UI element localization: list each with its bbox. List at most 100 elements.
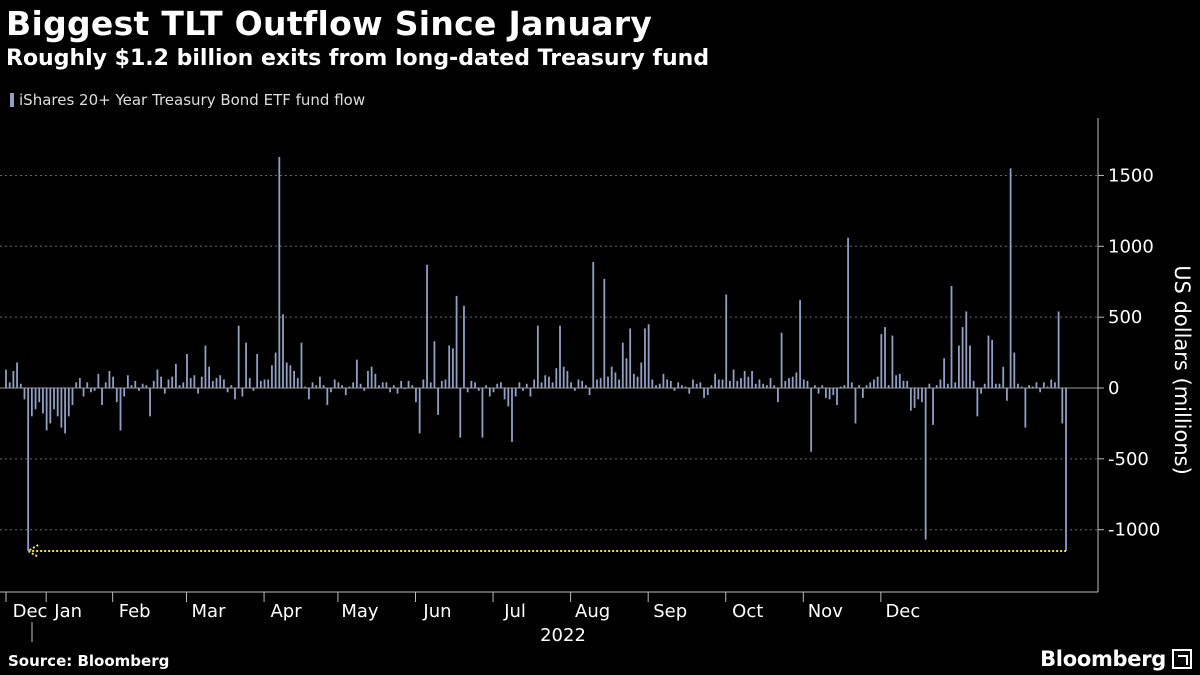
bar [666,379,669,388]
bar [839,386,842,388]
bar [806,380,809,388]
bar [991,339,994,388]
bar [75,382,78,388]
chart-title: Biggest TLT Outflow Since January [6,4,653,43]
bar [625,358,628,388]
bar [145,385,148,388]
bar [237,325,240,388]
bar [983,383,986,388]
bar [603,278,606,388]
bar [802,379,805,388]
bar [1028,385,1030,388]
bar [747,376,750,388]
bar [496,383,499,388]
bar [511,388,513,442]
bar [200,376,203,388]
bar [104,382,107,388]
bar [186,353,188,388]
bar [459,388,462,438]
bar [736,380,739,388]
bar [204,345,207,388]
bar [359,383,362,388]
x-tick-label: Aug [575,601,610,622]
bar [230,385,233,388]
bar [762,383,765,388]
bar [817,388,820,394]
bar [141,383,144,388]
bar [836,388,838,406]
bar [858,385,861,388]
bar [658,383,661,388]
bar [854,388,857,424]
bar [548,376,550,388]
bar [19,383,22,388]
bar [740,378,742,388]
brand-logo: Bloomberg [1040,647,1166,671]
bar [1035,382,1038,388]
bar [699,382,702,388]
legend: iShares 20+ Year Treasury Bond ETF fund … [10,91,365,109]
bar [448,345,451,388]
bar [455,295,458,388]
bar [1002,366,1005,388]
bar [954,382,957,388]
bar [651,379,654,388]
bar [285,362,288,388]
x-tick-label: Mar [192,601,227,622]
bar [78,378,81,388]
bar [655,385,657,388]
bar [777,388,779,403]
bar [492,388,495,393]
bar [30,388,33,417]
bar [614,372,617,388]
bar [891,335,894,388]
bar [385,382,388,388]
bar [957,345,960,388]
bar [355,359,358,388]
bar [433,341,436,388]
bar [695,383,698,388]
bar [123,388,126,397]
bar [45,388,48,431]
bar [1006,388,1008,401]
bar [1057,311,1060,388]
bar [437,388,440,415]
bar [913,388,916,408]
bar [577,379,580,388]
bar [466,388,469,393]
x-tick-label: Jun [422,601,451,622]
y-axis-title: US dollars (millions) [1170,265,1194,475]
bar [898,373,901,388]
bar [884,327,886,388]
bar [721,379,724,388]
y-tick-label: 500 [1108,307,1142,328]
bar [256,353,259,388]
bar [138,388,140,391]
bar [426,264,428,388]
bar [38,388,41,403]
bar [902,380,905,388]
bar [861,388,864,398]
bar [27,388,30,551]
bar [688,388,691,394]
source-note: Source: Bloomberg [8,652,170,670]
bar [189,378,192,388]
bar [976,388,979,417]
bar [909,388,912,411]
bar [773,385,776,388]
bar [326,388,329,406]
bar [130,385,133,388]
bar [174,363,177,388]
bar [924,388,927,540]
bar [152,380,155,388]
x-tick-label: Oct [732,601,763,622]
bar [1024,388,1027,428]
bar [163,388,166,394]
bar [53,388,55,410]
bar [333,379,336,388]
bar [607,376,609,388]
bar [444,379,447,388]
bar [788,378,790,388]
bar [1046,386,1049,388]
bar [477,388,480,391]
